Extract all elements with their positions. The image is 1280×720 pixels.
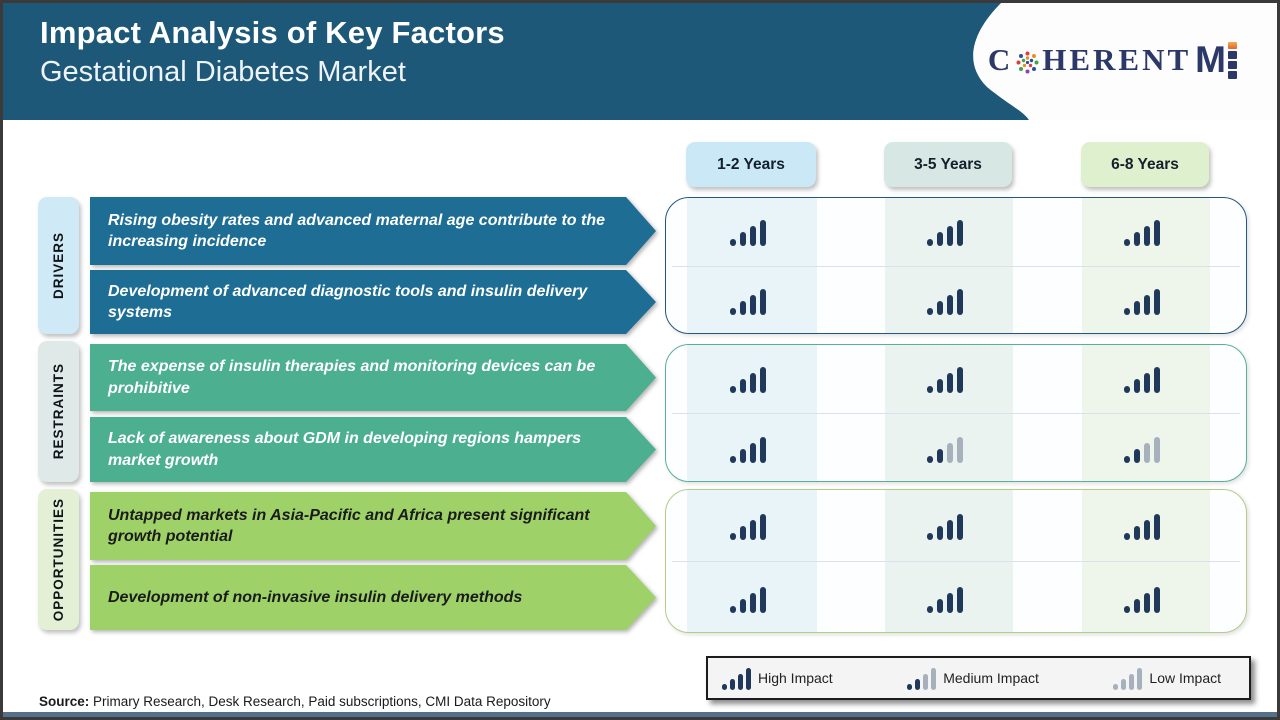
medium-impact-bars-icon: [907, 666, 937, 690]
factor-arrow-restraint-1: The expense of insulin therapies and mon…: [90, 344, 656, 411]
row-divider: [672, 561, 1240, 562]
factor-arrow-restraint-2: Lack of awareness about GDM in developin…: [90, 417, 656, 482]
impact-icon: [730, 216, 774, 246]
impact-icon: [927, 285, 971, 316]
logo-text-m: M: [1195, 39, 1226, 80]
logo-i-mark: [1228, 41, 1237, 79]
impact-icon: [730, 285, 774, 316]
brand-logo: C HERENT M: [988, 39, 1237, 81]
page-subtitle: Gestational Diabetes Market: [40, 56, 406, 88]
factor-arrow-driver-2: Development of advanced diagnostic tools…: [90, 270, 656, 334]
header-curve-shape: [973, 3, 1277, 120]
impact-icon: [927, 363, 971, 393]
factor-arrow-opportunity-1: Untapped markets in Asia-Pacific and Afr…: [90, 492, 656, 560]
legend-item-low: Low Impact: [1113, 666, 1221, 690]
impact-icon: [927, 510, 971, 540]
row-divider: [672, 413, 1240, 414]
low-impact-bars-icon: [1113, 666, 1143, 690]
impact-icon: [1124, 285, 1168, 316]
impact-legend: High Impact Medium Impact Low Impact: [706, 656, 1251, 700]
factor-arrow-opportunity-2: Development of non-invasive insulin deli…: [90, 565, 656, 630]
legend-item-medium: Medium Impact: [907, 666, 1039, 690]
impact-icon: [1124, 363, 1168, 393]
impact-panel-restraints: [665, 344, 1247, 482]
category-label-drivers: DRIVERS: [38, 197, 79, 334]
globe-icon: [1016, 51, 1039, 73]
impact-icon: [927, 583, 971, 613]
header: Impact Analysis of Key Factors Gestation…: [3, 3, 1277, 120]
impact-icon: [927, 433, 971, 463]
logo-text-c: C: [987, 42, 1014, 77]
impact-icon: [1124, 583, 1168, 613]
impact-icon: [730, 510, 774, 540]
column-header-1-2-years: 1-2 Years: [686, 142, 816, 187]
column-header-6-8-years: 6-8 Years: [1081, 142, 1209, 187]
column-header-3-5-years: 3-5 Years: [884, 142, 1012, 187]
impact-icon: [730, 363, 774, 393]
impact-icon: [730, 433, 774, 463]
category-label-opportunities: OPPORTUNITIES: [38, 489, 79, 630]
legend-item-high: High Impact: [722, 666, 833, 690]
impact-icon: [927, 216, 971, 246]
impact-icon: [730, 583, 774, 613]
impact-panel-opportunities: [665, 489, 1247, 633]
page-title: Impact Analysis of Key Factors: [40, 15, 505, 50]
category-label-restraints: RESTRAINTS: [38, 341, 79, 482]
bottom-frame-bar: [3, 712, 1277, 717]
impact-icon: [1124, 433, 1168, 463]
high-impact-bars-icon: [722, 666, 751, 690]
source-note: Source: Primary Research, Desk Research,…: [39, 694, 551, 709]
impact-panel-drivers: [665, 197, 1247, 334]
logo-text-herent: HERENT: [1042, 42, 1192, 77]
factor-arrow-driver-1: Rising obesity rates and advanced matern…: [90, 197, 656, 265]
row-divider: [672, 265, 1240, 267]
impact-icon: [1124, 216, 1168, 246]
impact-icon: [1124, 510, 1168, 540]
header-titles: Impact Analysis of Key Factors Gestation…: [40, 15, 505, 89]
